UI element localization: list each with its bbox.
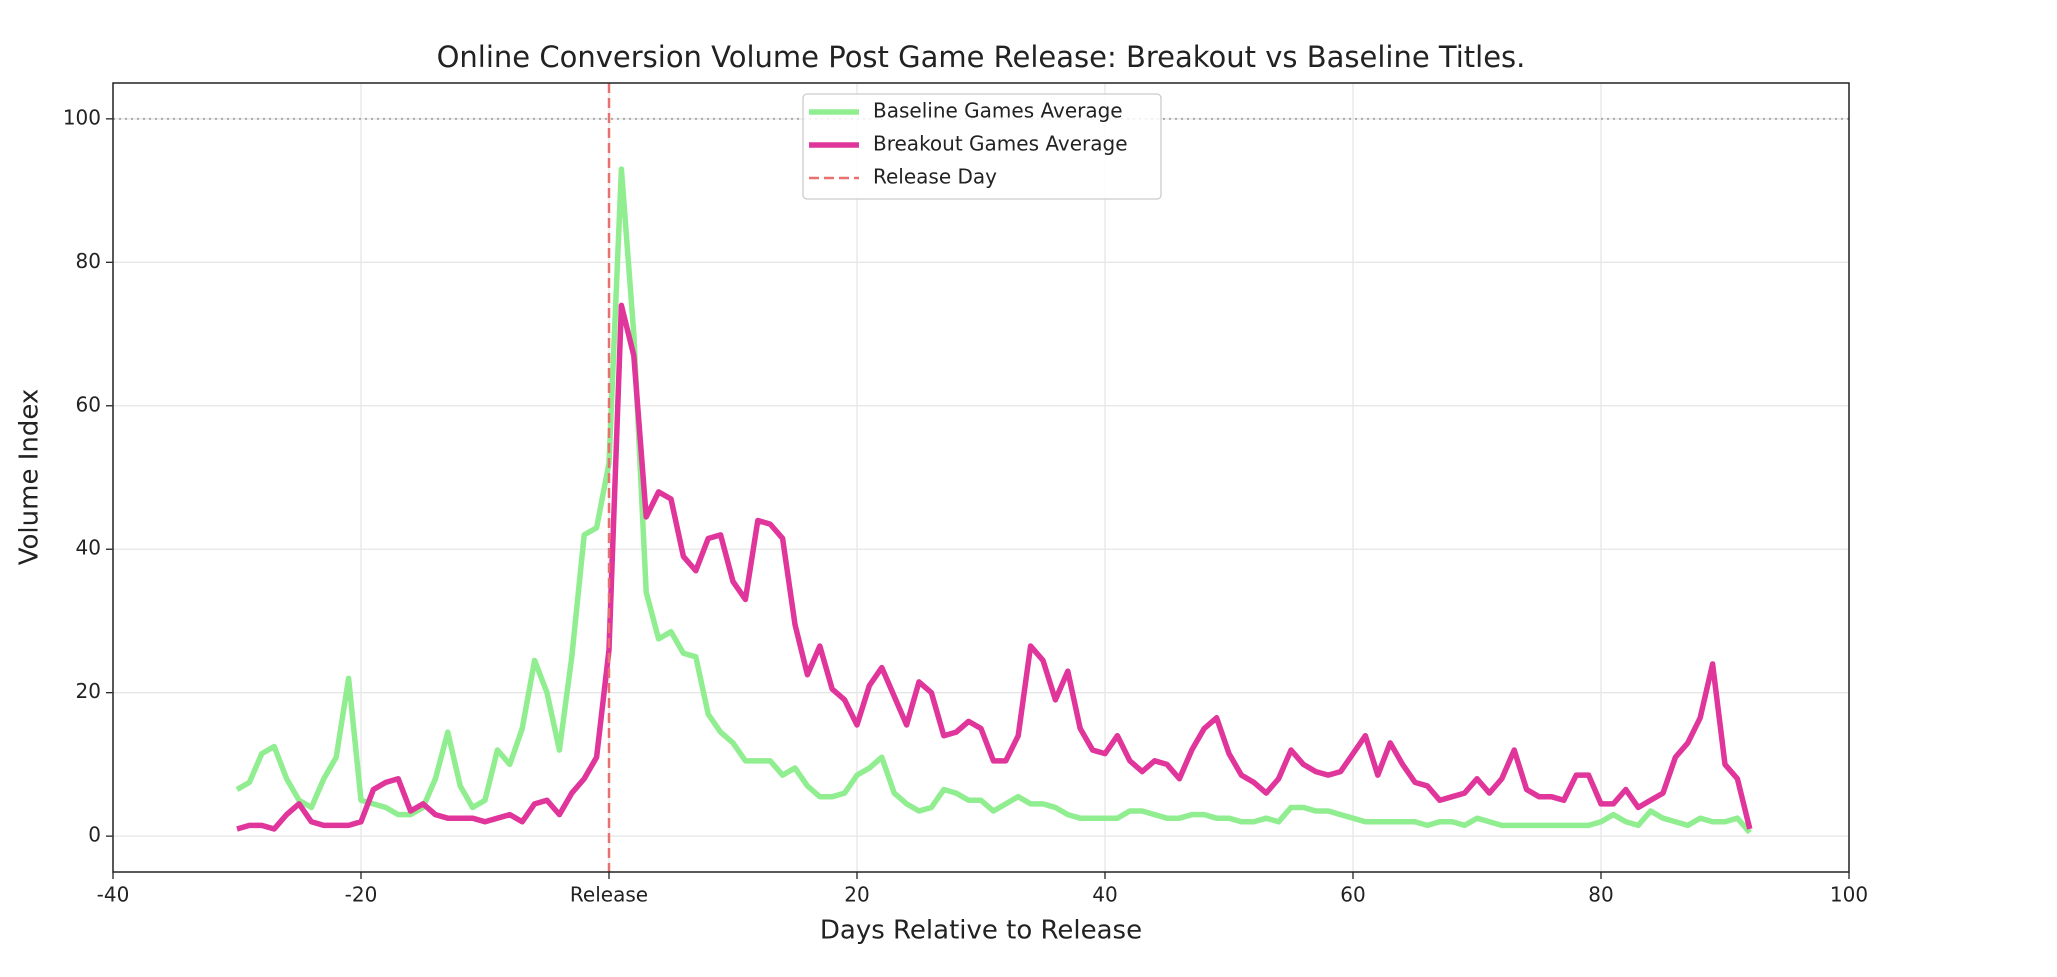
legend-label: Baseline Games Average <box>873 99 1123 123</box>
series-line <box>235 166 1752 835</box>
y-tick-label: 100 <box>63 105 101 129</box>
legend-label: Breakout Games Average <box>873 132 1128 156</box>
legend-box <box>802 93 1162 200</box>
x-tick-label: 100 <box>1830 883 1868 907</box>
legend-label: Release Day <box>873 165 997 189</box>
y-axis-label: Volume Index <box>15 389 45 566</box>
x-axis-label: Days Relative to Release <box>820 916 1142 946</box>
x-tick-label: 20 <box>844 883 869 907</box>
x-tick-label: 40 <box>1092 883 1117 907</box>
x-tick-label: 80 <box>1588 883 1613 907</box>
series-line <box>236 302 1753 832</box>
y-tick-label: 0 <box>88 823 101 847</box>
plot-frame <box>112 82 1850 873</box>
y-tick-label: 60 <box>76 392 101 416</box>
x-tick-label: 60 <box>1340 883 1365 907</box>
y-tick-label: 20 <box>76 679 101 703</box>
y-tick-label: 80 <box>76 249 101 273</box>
x-tick-label: Release <box>570 883 648 907</box>
x-tick-label: -20 <box>345 883 378 907</box>
chart-title: Online Conversion Volume Post Game Relea… <box>437 40 1526 74</box>
x-tick-label: -40 <box>97 883 130 907</box>
y-tick-label: 40 <box>76 536 101 560</box>
